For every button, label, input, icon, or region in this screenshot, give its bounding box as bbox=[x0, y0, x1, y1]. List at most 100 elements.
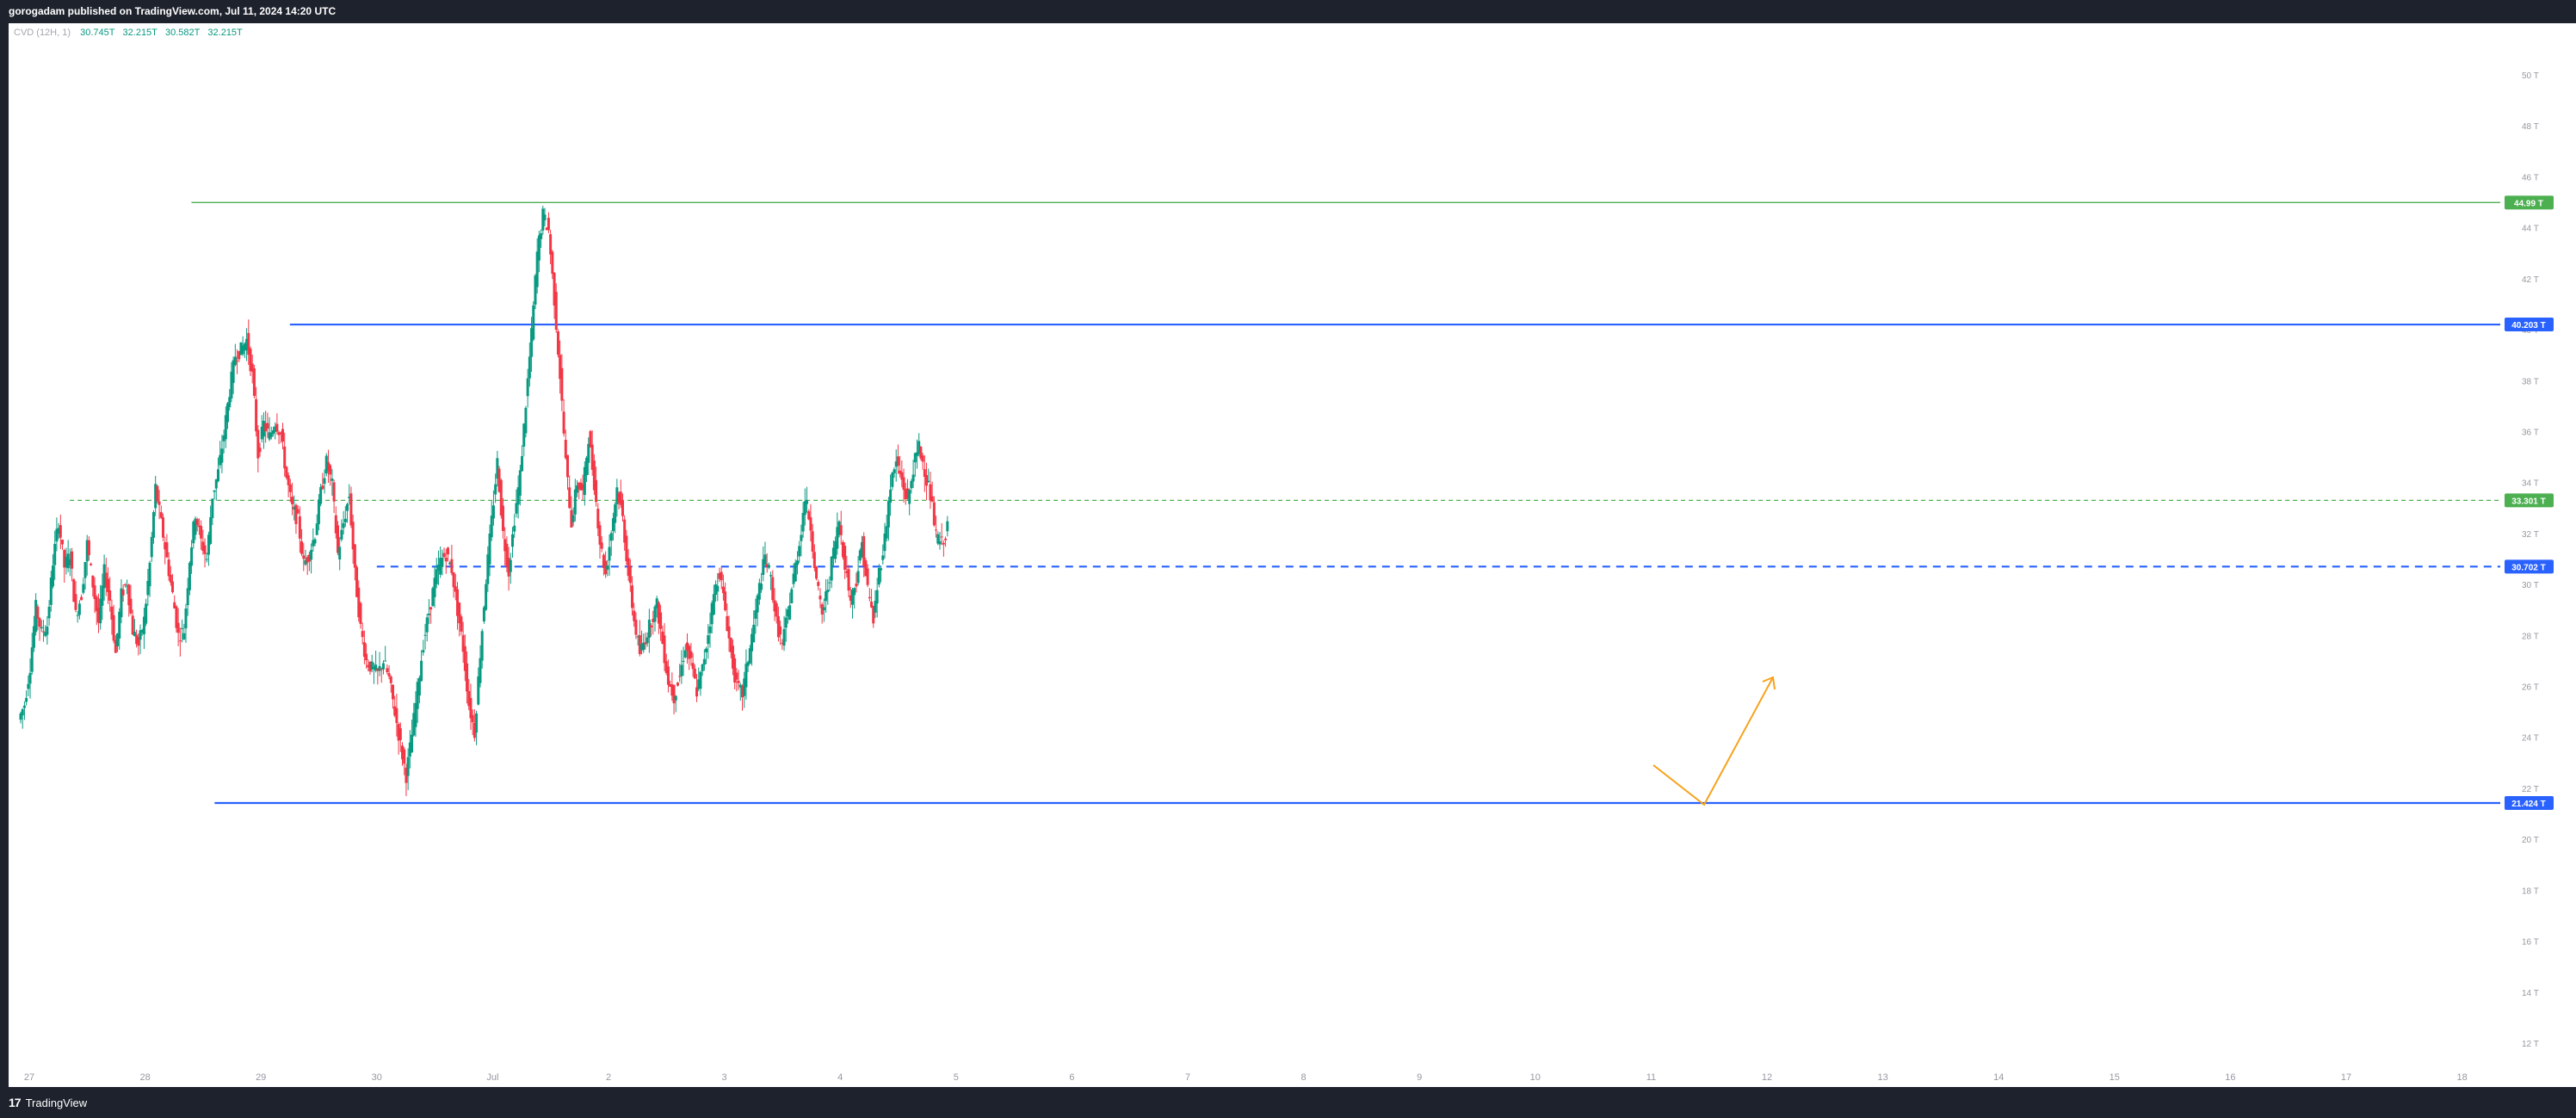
candle-body bbox=[77, 603, 81, 615]
candle-body bbox=[192, 522, 195, 544]
candle-body bbox=[944, 538, 948, 540]
candle-body bbox=[397, 724, 400, 741]
candle-body bbox=[825, 591, 828, 602]
candle-body bbox=[491, 505, 495, 519]
candle-body bbox=[40, 627, 43, 629]
candle-body bbox=[30, 647, 34, 672]
candle-body bbox=[41, 631, 45, 633]
price-tag-label: 44.99 T bbox=[2514, 199, 2543, 208]
candle-body bbox=[904, 489, 907, 500]
candle-body bbox=[602, 554, 605, 568]
candle-body bbox=[714, 584, 718, 595]
levels-layer bbox=[70, 201, 2500, 805]
candle-body bbox=[853, 588, 856, 596]
candle-body bbox=[752, 624, 756, 643]
candle-body bbox=[516, 487, 520, 505]
candle-body bbox=[47, 606, 51, 619]
candle-body bbox=[837, 521, 841, 535]
indicator-legend[interactable]: CVD (12H, 1) 30.745T 32.215T 30.582T 32.… bbox=[14, 28, 248, 38]
candle-body bbox=[135, 634, 139, 645]
x-tick-label: 14 bbox=[1993, 1072, 2004, 1083]
candle-body bbox=[551, 251, 554, 275]
candle-body bbox=[893, 469, 896, 473]
candle-body bbox=[239, 342, 243, 355]
candle-body bbox=[203, 545, 207, 554]
candle-body bbox=[233, 356, 237, 366]
chart-panel[interactable]: CVD (12H, 1) 30.745T 32.215T 30.582T 32.… bbox=[9, 23, 2576, 1087]
y-tick-label: 28 T bbox=[2522, 632, 2539, 641]
candle-body bbox=[80, 596, 83, 601]
candle-body bbox=[76, 615, 79, 616]
candle-body bbox=[680, 664, 683, 676]
y-tick-label: 32 T bbox=[2522, 530, 2539, 540]
x-tick-label: Jul bbox=[486, 1072, 498, 1083]
candle-body bbox=[862, 536, 866, 567]
candle-body bbox=[422, 650, 425, 653]
candle-body bbox=[436, 565, 440, 571]
candle-body bbox=[541, 208, 545, 231]
candle-body bbox=[503, 539, 507, 552]
candle-body bbox=[85, 540, 89, 562]
candle-body bbox=[226, 403, 230, 423]
indicator-name[interactable]: CVD (12H, 1) bbox=[14, 28, 71, 38]
candle-body bbox=[543, 214, 547, 220]
candle-body bbox=[463, 645, 466, 671]
candle-body bbox=[786, 609, 789, 617]
candle-body bbox=[845, 571, 849, 573]
candle-body bbox=[773, 600, 776, 612]
candle-body bbox=[201, 541, 205, 552]
candle-body bbox=[477, 676, 480, 705]
candle-body bbox=[936, 534, 940, 544]
candle-body bbox=[929, 484, 932, 501]
candle-body bbox=[287, 475, 290, 485]
candle-body bbox=[137, 637, 140, 646]
price-tag-3 bbox=[2505, 559, 2554, 574]
candle-body bbox=[454, 586, 457, 592]
candle-body bbox=[874, 601, 877, 613]
candle-body bbox=[669, 683, 672, 688]
candle-body bbox=[302, 555, 306, 559]
candle-body bbox=[211, 498, 214, 518]
candle-body bbox=[412, 713, 416, 736]
candle-body bbox=[501, 505, 504, 531]
candle-body bbox=[216, 469, 219, 481]
candle-body bbox=[604, 560, 608, 575]
candle-body bbox=[146, 581, 150, 596]
candle-body bbox=[423, 634, 427, 636]
legend-high: 32.215T bbox=[122, 28, 158, 38]
price-chart[interactable]: 12 T 14 T 16 T 18 T 20 T 22 T 24 T 26 T 28 T 30 T… bbox=[9, 23, 2576, 1087]
candle-body bbox=[102, 564, 106, 589]
candle-body bbox=[247, 332, 250, 355]
candle-body bbox=[95, 596, 98, 612]
candle-body bbox=[653, 606, 657, 622]
candle-body bbox=[414, 702, 417, 727]
candle-body bbox=[545, 227, 548, 231]
candle-body bbox=[634, 620, 638, 635]
y-tick-label: 42 T bbox=[2522, 275, 2539, 285]
candle-body bbox=[93, 585, 96, 600]
candle-body bbox=[817, 582, 820, 586]
candle-body bbox=[650, 625, 653, 627]
candle-body bbox=[880, 568, 883, 571]
candle-body bbox=[417, 677, 421, 696]
candle-body bbox=[743, 678, 746, 696]
price-tag-1 bbox=[2505, 318, 2554, 332]
candle-body bbox=[406, 757, 410, 776]
candle-body bbox=[554, 292, 558, 330]
candle-body bbox=[401, 745, 405, 760]
candle-body bbox=[351, 522, 355, 550]
candle-body bbox=[886, 501, 890, 528]
candle-body bbox=[831, 547, 835, 559]
candle-body bbox=[161, 517, 164, 538]
candle-body bbox=[720, 571, 723, 581]
legend-open: 30.745T bbox=[80, 28, 115, 38]
candle-body bbox=[592, 460, 596, 491]
candle-body bbox=[800, 534, 803, 541]
tradingview-logo[interactable]: 17 TradingView bbox=[9, 1096, 87, 1109]
candle-body bbox=[674, 695, 677, 701]
candle-body bbox=[801, 512, 805, 532]
candle-body bbox=[559, 355, 562, 380]
tradingview-logo-text: TradingView bbox=[25, 1096, 88, 1109]
candle-body bbox=[849, 595, 852, 602]
candle-body bbox=[243, 343, 246, 351]
